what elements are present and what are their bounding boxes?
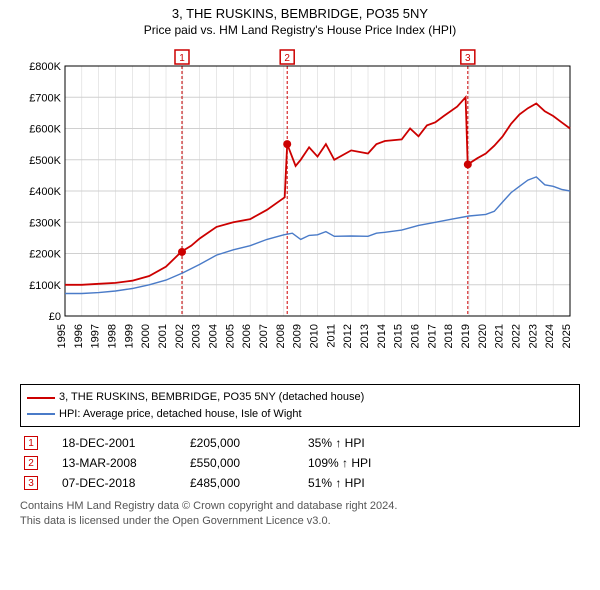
legend-item: HPI: Average price, detached house, Isle… [27, 406, 573, 423]
svg-text:2008: 2008 [275, 324, 287, 348]
svg-text:£700K: £700K [29, 93, 61, 105]
legend-item: 3, THE RUSKINS, BEMBRIDGE, PO35 5NY (det… [27, 389, 573, 406]
transaction-marker: 3 [24, 476, 38, 490]
svg-text:1995: 1995 [56, 324, 68, 348]
svg-text:3: 3 [465, 53, 471, 64]
transaction-marker: 2 [24, 456, 38, 470]
svg-text:2013: 2013 [359, 324, 371, 348]
svg-text:1: 1 [179, 53, 185, 64]
transaction-row: 1 18-DEC-2001 £205,000 35% ↑ HPI [20, 433, 580, 453]
svg-text:2023: 2023 [527, 324, 539, 348]
transaction-price: £550,000 [190, 456, 300, 470]
legend-box: 3, THE RUSKINS, BEMBRIDGE, PO35 5NY (det… [20, 384, 580, 427]
transaction-date: 07-DEC-2018 [62, 476, 182, 490]
svg-text:1996: 1996 [73, 324, 85, 348]
transaction-hpi-pct: 51% ↑ HPI [308, 476, 428, 490]
svg-text:2001: 2001 [157, 324, 169, 348]
footer-line-1: Contains HM Land Registry data © Crown c… [20, 499, 580, 513]
svg-text:£800K: £800K [29, 61, 61, 73]
svg-text:2011: 2011 [325, 324, 337, 348]
svg-text:2000: 2000 [140, 324, 152, 348]
svg-text:2016: 2016 [410, 324, 422, 348]
transaction-table: 1 18-DEC-2001 £205,000 35% ↑ HPI 2 13-MAR-200… [20, 433, 580, 493]
svg-text:2007: 2007 [258, 324, 270, 348]
legend-swatch [27, 413, 55, 415]
svg-text:2003: 2003 [191, 324, 203, 348]
svg-text:2020: 2020 [477, 324, 489, 348]
legend-label: HPI: Average price, detached house, Isle… [59, 406, 302, 423]
transaction-hpi-pct: 35% ↑ HPI [308, 436, 428, 450]
svg-text:£400K: £400K [29, 186, 61, 198]
chart-subtitle: Price paid vs. HM Land Registry's House … [10, 23, 590, 39]
svg-text:2009: 2009 [292, 324, 304, 348]
svg-text:2014: 2014 [376, 324, 388, 348]
svg-text:£300K: £300K [29, 218, 61, 230]
chart-container: 3, THE RUSKINS, BEMBRIDGE, PO35 5NY Pric… [0, 0, 600, 534]
svg-text:2010: 2010 [309, 324, 321, 348]
transaction-row: 3 07-DEC-2018 £485,000 51% ↑ HPI [20, 473, 580, 493]
svg-text:2024: 2024 [544, 324, 556, 348]
svg-text:2015: 2015 [393, 324, 405, 348]
svg-text:2021: 2021 [494, 324, 506, 348]
svg-text:2019: 2019 [460, 324, 472, 348]
svg-text:2022: 2022 [511, 324, 523, 348]
svg-text:£100K: £100K [29, 280, 61, 292]
svg-text:2006: 2006 [241, 324, 253, 348]
svg-text:£0: £0 [49, 311, 61, 323]
line-chart-svg: £0 £100K £200K £300K £400K £500K £600K £700K £80… [20, 46, 580, 376]
footer-line-2: This data is licensed under the Open Gov… [20, 514, 580, 528]
transaction-price: £205,000 [190, 436, 300, 450]
transaction-row: 2 13-MAR-2008 £550,000 109% ↑ HPI [20, 453, 580, 473]
legend-swatch [27, 397, 55, 399]
svg-text:£600K: £600K [29, 124, 61, 136]
svg-text:£200K: £200K [29, 249, 61, 261]
transaction-hpi-pct: 109% ↑ HPI [308, 456, 428, 470]
svg-text:2012: 2012 [342, 324, 354, 348]
chart-area: £0 £100K £200K £300K £400K £500K £600K £700K £80… [20, 46, 580, 376]
transaction-price: £485,000 [190, 476, 300, 490]
svg-text:£500K: £500K [29, 155, 61, 167]
svg-text:2004: 2004 [208, 324, 220, 348]
svg-text:2: 2 [284, 53, 290, 64]
svg-text:1999: 1999 [123, 324, 135, 348]
footer-note: Contains HM Land Registry data © Crown c… [20, 499, 580, 528]
svg-text:1997: 1997 [90, 324, 102, 348]
chart-title: 3, THE RUSKINS, BEMBRIDGE, PO35 5NY [10, 6, 590, 23]
svg-text:1998: 1998 [107, 324, 119, 348]
transaction-date: 13-MAR-2008 [62, 456, 182, 470]
transaction-marker: 1 [24, 436, 38, 450]
svg-text:2002: 2002 [174, 324, 186, 348]
svg-text:2017: 2017 [426, 324, 438, 348]
svg-text:2005: 2005 [224, 324, 236, 348]
legend-label: 3, THE RUSKINS, BEMBRIDGE, PO35 5NY (det… [59, 389, 364, 406]
svg-text:2025: 2025 [561, 324, 573, 348]
transaction-date: 18-DEC-2001 [62, 436, 182, 450]
svg-text:2018: 2018 [443, 324, 455, 348]
